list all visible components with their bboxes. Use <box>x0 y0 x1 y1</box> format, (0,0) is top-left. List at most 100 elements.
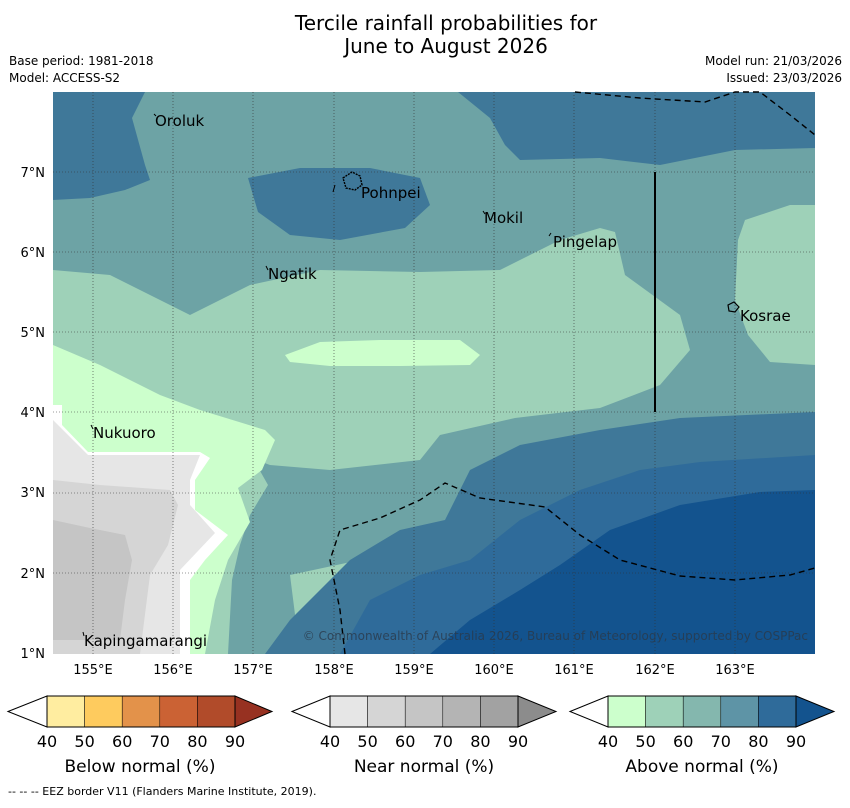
pohnpei-outlier-mark <box>332 184 336 193</box>
issued-date: Issued: 23/03/2026 <box>726 71 842 85</box>
colorbar-outline <box>329 695 519 728</box>
model-name: Model: ACCESS-S2 <box>9 71 121 85</box>
kapingamarangi-marker-icon <box>82 631 85 637</box>
colorbar-arrow-low <box>290 695 331 728</box>
lon-label-160: 160°E <box>474 663 514 678</box>
metadata-right: Model run: 21/03/2026 Issued: 23/03/2026 <box>705 53 842 87</box>
lat-label-1n: 1°N <box>21 647 46 662</box>
lon-label-162: 162°E <box>635 663 675 678</box>
colorbar-tick-label: 60 <box>395 732 415 751</box>
colorbar-arrow-high <box>234 695 274 728</box>
colorbar-tick-label: 70 <box>150 732 170 751</box>
colorbar-tick-label: 50 <box>357 732 377 751</box>
zone-above-50-60-east <box>735 205 815 365</box>
colorbar-tick-label: 80 <box>187 732 207 751</box>
colorbar-segment <box>46 695 85 728</box>
colorbar-tick-label: 70 <box>711 732 731 751</box>
lat-label-4n: 4°N <box>21 406 46 421</box>
model-run-date: Model run: 21/03/2026 <box>704 54 842 68</box>
zone-above-70-80-nw <box>53 92 150 200</box>
place-label-pohnpei: Pohnpei <box>361 184 421 202</box>
pohnpei-island-icon <box>342 171 363 191</box>
place-label-kapingamarangi: Kapingamarangi <box>84 632 207 650</box>
place-label-oroluk: Oroluk <box>155 112 204 130</box>
colorbar-tick-label: 50 <box>74 732 94 751</box>
title-line-1: Tercile rainfall probabilities for <box>294 11 598 35</box>
colorbar-segment <box>84 695 123 728</box>
nukuoro-marker-icon <box>90 424 94 430</box>
mokil-marker-icon <box>482 210 486 215</box>
colorbar-tick-label: 60 <box>112 732 132 751</box>
lon-label-161: 161°E <box>554 663 594 678</box>
base-period: Base period: 1981-2018 <box>9 54 154 68</box>
colorbar-title-above: Above normal (%) <box>625 757 778 777</box>
place-label-mokil: Mokil <box>484 209 523 227</box>
lon-label-156: 156°E <box>153 663 193 678</box>
colorbar-outline <box>46 695 236 728</box>
copyright-text: © Commonwealth of Australia 2026, Bureau… <box>303 629 808 643</box>
colorbar-segment <box>607 695 646 728</box>
colorbar-segment <box>480 695 519 728</box>
colorbar-tick-label: 90 <box>225 732 245 751</box>
colorbar-tick-label: 40 <box>320 732 340 751</box>
colorbar-arrow-high <box>795 695 836 728</box>
place-label-kosrae: Kosrae <box>740 307 791 325</box>
colorbar-segment <box>121 695 161 728</box>
zone-near-60-70 <box>53 520 132 640</box>
colorbar-near-normal: 40 50 60 70 80 90 <box>290 695 558 751</box>
lat-label-3n: 3°N <box>21 486 46 501</box>
zone-above-70-80-pohnpei <box>248 168 430 240</box>
lat-label-7n: 7°N <box>21 166 46 181</box>
colorbar-segment <box>329 695 368 728</box>
colorbar-segment <box>159 695 198 728</box>
colorbar-below-normal: 40 50 60 70 80 90 <box>6 695 274 751</box>
lat-label-2n: 2°N <box>21 567 46 582</box>
zone-above-70-80-ne <box>458 92 815 165</box>
colorbar-above-normal: 40 50 60 70 80 90 <box>568 695 836 751</box>
place-marks <box>82 113 552 637</box>
lon-label-163: 163°E <box>715 663 755 678</box>
colorbar-tick-label: 40 <box>598 732 618 751</box>
colorbar-segment <box>404 695 444 728</box>
eez-footnote: -- -- -- EEZ border V11 (Flanders Marine… <box>8 785 317 798</box>
lon-label-155: 155°E <box>73 663 113 678</box>
metadata-left: Base period: 1981-2018 Model: ACCESS-S2 <box>9 53 154 87</box>
colorbar-tick-label: 40 <box>37 732 57 751</box>
colorbar-segment <box>720 695 759 728</box>
lon-label-157: 157°E <box>233 663 273 678</box>
map-title: Tercile rainfall probabilities for June … <box>0 12 850 58</box>
colorbar-title-below: Below normal (%) <box>65 757 216 777</box>
lon-label-159: 159°E <box>394 663 434 678</box>
colorbar-arrow-low <box>6 695 48 728</box>
place-label-nukuoro: Nukuoro <box>93 424 156 442</box>
lon-label-158: 158°E <box>314 663 354 678</box>
colorbar-tick-label: 80 <box>470 732 490 751</box>
colorbar-tick-label: 60 <box>673 732 693 751</box>
lat-label-6n: 6°N <box>21 246 46 261</box>
colorbar-segment <box>758 695 797 728</box>
pingelap-marker-icon <box>548 232 552 237</box>
colorbar-title-near: Near normal (%) <box>354 757 494 777</box>
colorbar-segment <box>367 695 406 728</box>
colorbar-tick-label: 90 <box>508 732 528 751</box>
colorbar-tick-label: 70 <box>433 732 453 751</box>
colorbar-segment <box>682 695 722 728</box>
colorbar-arrow-low <box>568 695 609 728</box>
eez-border <box>329 91 816 655</box>
colorbar-tick-label: 90 <box>786 732 806 751</box>
colorbar-arrow-high <box>517 695 558 728</box>
colorbar-tick-label: 50 <box>635 732 655 751</box>
place-label-ngatik: Ngatik <box>268 265 317 283</box>
zone-above-90-plus <box>430 490 815 654</box>
colorbar-segment <box>442 695 481 728</box>
title-line-2: June to August 2026 <box>344 34 548 58</box>
colorbar-tick-label: 80 <box>748 732 768 751</box>
probability-field <box>53 92 815 654</box>
colorbar-segment <box>197 695 236 728</box>
oroluk-marker-icon <box>153 113 157 117</box>
place-label-pingelap: Pingelap <box>553 233 617 251</box>
lat-label-5n: 5°N <box>21 326 46 341</box>
colorbar-segment <box>645 695 684 728</box>
